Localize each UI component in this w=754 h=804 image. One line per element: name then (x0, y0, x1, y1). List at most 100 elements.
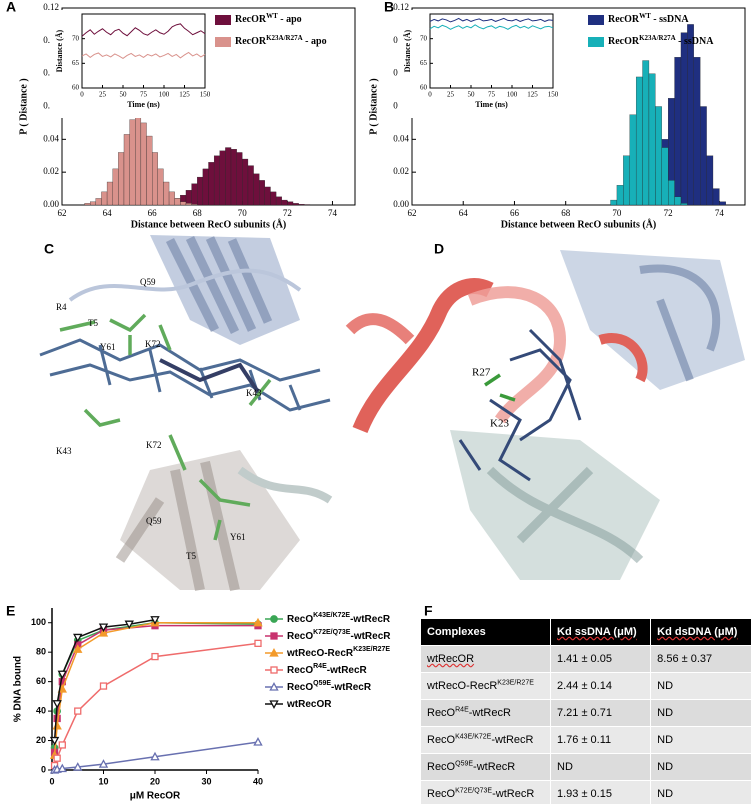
header-cell: Kd ssDNA (μM) (549, 618, 652, 646)
data-point (49, 736, 60, 746)
histogram-bar (680, 203, 688, 206)
legend-label-part: RecO (287, 614, 313, 625)
header-text: Kd ssDNA (μM) (557, 626, 637, 638)
kd-value: 1.41 ± 0.05 (557, 653, 612, 665)
legend-label-part: wtRecO-RecR (286, 648, 354, 659)
panel-letter: D (434, 241, 444, 257)
header-text: Complexes (427, 626, 486, 638)
table-cell: ND (650, 672, 752, 700)
data-point (58, 741, 66, 749)
residue-label: Y61 (230, 532, 246, 542)
residue-label: K72 (145, 339, 161, 349)
x-tick-label: 66 (148, 208, 158, 218)
histogram-bar (230, 149, 237, 206)
data-point (253, 737, 263, 746)
x-tick-label: 0 (80, 91, 84, 99)
x-tick-label: 72 (283, 208, 292, 218)
histogram-bar (112, 168, 119, 206)
complex-part: wtRecO-RecR (427, 680, 498, 693)
histogram-bar (180, 201, 187, 206)
y-axis-label: Distance (Å) (403, 29, 412, 72)
histogram-bar (140, 122, 147, 206)
data-point (98, 759, 109, 768)
legend-swatch (215, 37, 231, 47)
legend-label-part: -wtRecR (350, 631, 391, 642)
data-point (57, 670, 67, 680)
legend-label-part: -wtRecR (331, 682, 372, 693)
y-tick-label: 20 (36, 735, 46, 745)
legend-swatch (588, 15, 604, 25)
histogram-bar (259, 180, 265, 206)
histogram-bar (118, 152, 125, 206)
complex-part: K43E/K72E (455, 733, 492, 741)
histogram-bar (135, 111, 142, 206)
histogram-bar (270, 191, 277, 206)
y-axis-label: P ( Distance ) (18, 78, 29, 134)
histogram-bar (287, 201, 294, 206)
kd-value: ND (657, 788, 674, 800)
histogram-bar (185, 190, 192, 206)
kd-value: 1.93 ± 0.15 (557, 788, 612, 800)
header-cell: Kd dsDNA (μM) (650, 618, 752, 646)
structure-c (39, 235, 333, 592)
data-point (270, 666, 278, 674)
legend-label-part: K23E/R27E (353, 646, 390, 653)
legend-label: RecOK43E/K72E-wtRecR (287, 612, 391, 624)
complex-name: RecOR4E-wtRecR (427, 707, 511, 720)
legend-swatch (215, 15, 231, 25)
inset-chart: 0 25 50 75 100 125 150 60 65 70 Time (ns) Distance … (50, 10, 211, 118)
x-tick-label: 25 (447, 91, 455, 99)
residue-label: K43 (246, 388, 262, 398)
x-tick-label: 66 (510, 208, 520, 218)
y-tick-label: 60 (36, 676, 46, 686)
histogram-bar (648, 73, 656, 206)
histogram-bar (84, 203, 91, 206)
y-tick-label: 0 (41, 764, 46, 774)
x-axis-label: Distance between RecO subunits (Å) (131, 218, 287, 230)
histogram-bar (191, 204, 198, 206)
data-point (150, 616, 160, 625)
table-row: RecOQ59E-wtRecR ND ND (420, 753, 752, 781)
histogram-bar (236, 152, 243, 206)
x-tick-label: 70 (612, 208, 622, 218)
complex-part: -wtRecR (473, 761, 516, 774)
table-cell: ND (650, 726, 752, 754)
legend-label-part: - ssDNA (651, 14, 690, 25)
data-point (98, 623, 109, 633)
kd-value: ND (657, 707, 674, 719)
table-cell: 8.56 ± 0.37 (650, 645, 752, 673)
data-point (98, 628, 109, 637)
legend-label-part: R4E (313, 663, 327, 670)
data-point (73, 644, 83, 653)
complex-name: wtRecO-RecRK23E/R27E (427, 680, 534, 693)
x-tick-label: 100 (507, 91, 518, 99)
x-axis-label: Distance between RecO subunits (Å) (501, 218, 657, 230)
y-tick-label: 100 (31, 617, 46, 627)
histogram-bar (680, 32, 688, 206)
plot-frame (81, 13, 206, 89)
histogram-bar (202, 168, 209, 206)
data-point (124, 620, 134, 630)
histogram-bar (242, 158, 249, 206)
residue-label: K43 (56, 446, 72, 456)
y-tick-label: 0.04 (393, 133, 409, 143)
panel-letter: B (384, 0, 394, 15)
complex-part: RecO (427, 707, 456, 720)
legend-label-part: RecO (287, 682, 313, 693)
legend-label-part: - apo (303, 36, 327, 47)
histogram-bar (123, 134, 130, 206)
panel-letter: E (6, 603, 15, 619)
x-tick-label: 75 (488, 91, 496, 99)
legend-label: RecOR4E-wtRecR (287, 663, 368, 675)
legend-label-part: -wtRecR (350, 614, 391, 625)
series-line (53, 642, 259, 766)
complex-name: RecOK43E/K72E-wtRecR (427, 733, 534, 747)
x-tick-label: 75 (140, 91, 148, 99)
data-point (73, 633, 83, 643)
histogram-bar (106, 181, 113, 206)
x-tick-label: 50 (120, 91, 128, 99)
histogram-bar (281, 199, 288, 206)
legend-label: wtRecOR (286, 699, 332, 710)
